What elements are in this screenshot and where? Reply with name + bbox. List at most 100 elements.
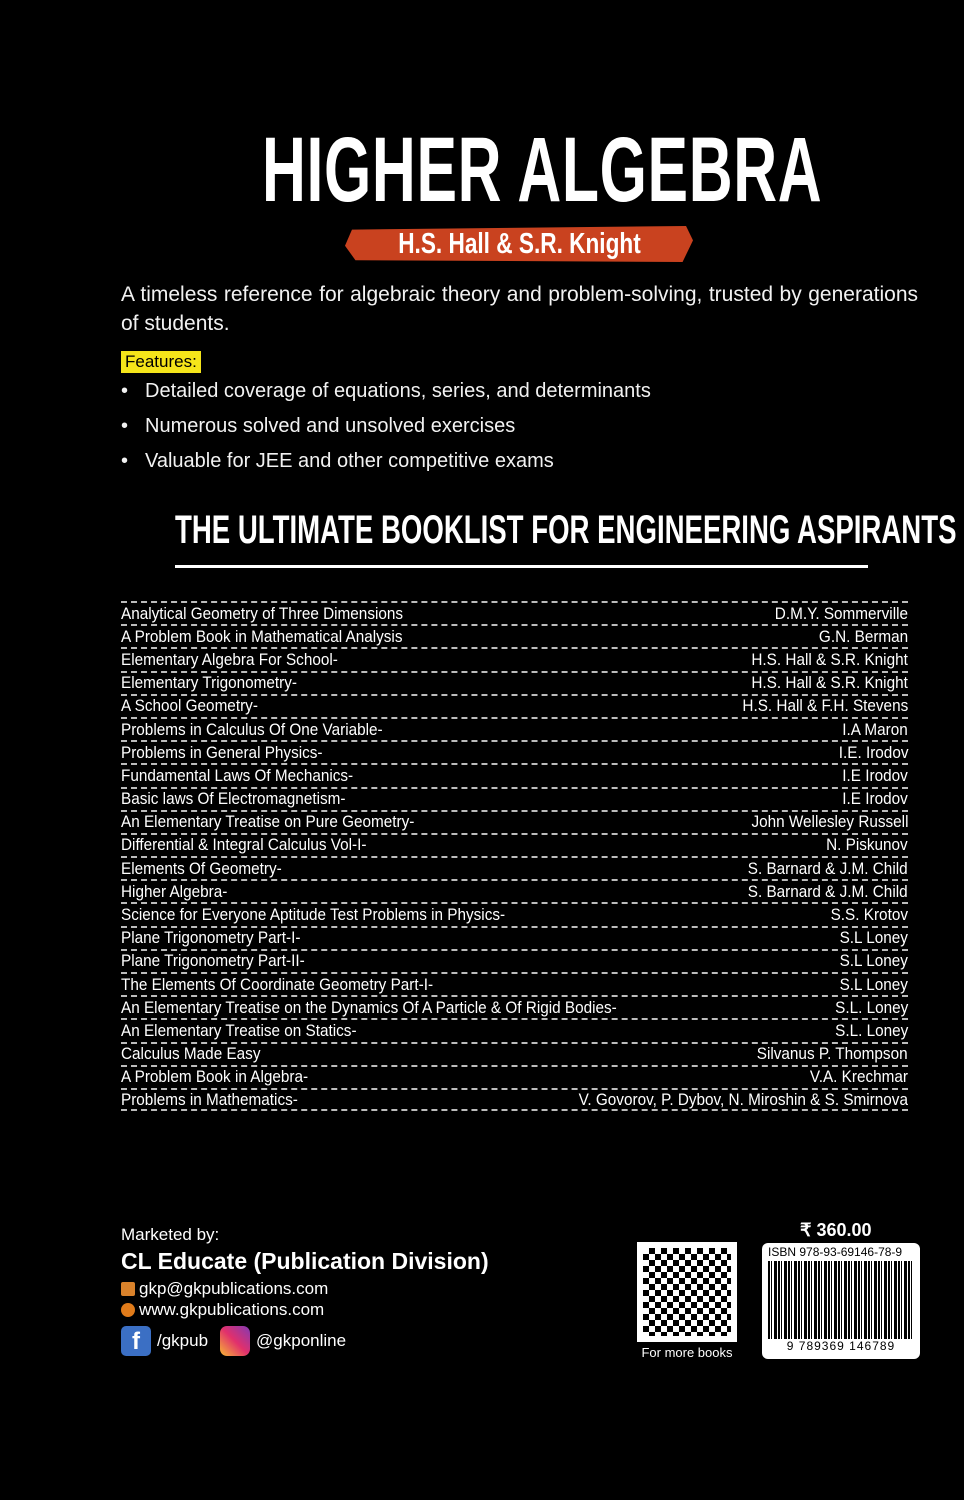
book-title: Elementary Algebra For School- [121,649,338,669]
author: H.S. Hall & S.R. Knight [345,226,693,262]
isbn-barcode: ISBN 978-93-69146-78-9 9 789369 146789 [762,1243,920,1359]
book-row: Higher Algebra- S. Barnard & J.M. Child [121,879,908,902]
book-title: Science for Everyone Aptitude Test Probl… [121,905,506,925]
company-name: CL Educate (Publication Division) [121,1248,489,1274]
book-title: An Elementary Treatise on Statics- [121,1020,357,1040]
booklist-underline [175,565,868,568]
book-row: Problems in Calculus Of One Variable- I.A… [121,716,908,740]
email: gkp@gkpublications.com [139,1279,329,1298]
book-row: Problems in Mathematics- V. Govorov, P. D… [121,1087,908,1112]
instagram-icon [220,1326,251,1356]
book-title: The Elements Of Coordinate Geometry Part… [121,974,434,994]
website-row: www.gkpublications.com [121,1300,324,1320]
book-title: An Elementary Treatise on the Dynamics O… [121,997,617,1017]
book-row: Plane Trigonometry Part-I- S.L Loney [121,925,908,949]
price: ₹ 360.00 [800,1220,872,1240]
book-row: An Elementary Treatise on Statics- S.L. L… [121,1018,908,1041]
book-title: Plane Trigonometry Part-I- [121,928,301,948]
book-title: Problems in General Physics- [121,742,323,762]
social-row: f /gkpub @gkponline [121,1326,346,1356]
book-title: A School Geometry- [121,696,258,716]
book-title: Basic laws Of Electromagnetism- [121,789,346,809]
book-title: Fundamental Laws Of Mechanics- [121,765,354,785]
book-title: A Problem Book in Algebra- [121,1067,309,1087]
booklist: Analytical Geometry of Three Dimensions D… [121,601,908,1112]
feature-item: • Detailed coverage of equations, series,… [121,380,651,402]
facebook-handle: /gkpub [157,1331,209,1350]
book-author: S.L. Loney [834,997,908,1017]
book-author: V.A. Krechmar [809,1067,908,1087]
book-author: I.E Irodov [842,789,908,809]
book-author: I.E. Irodov [838,742,908,762]
book-row: A Problem Book in Algebra- V.A. Krechmar [121,1064,908,1088]
facebook-icon: f [121,1326,151,1356]
book-title: Analytical Geometry of Three Dimensions [121,603,404,623]
book-row: Elementary Algebra For School- H.S. Hall … [121,647,908,670]
book-row: The Elements Of Coordinate Geometry Part… [121,972,908,995]
qr-code [637,1242,737,1342]
book-author: I.E Irodov [842,765,908,785]
book-title: Elementary Trigonometry- [121,673,298,693]
book-row: Elements Of Geometry- S. Barnard & J.M. C… [121,856,908,879]
book-title: Problems in Calculus Of One Variable- [121,719,383,739]
book-author: S. Barnard & J.M. Child [748,881,908,901]
website: www.gkpublications.com [139,1300,325,1319]
book-row: Differential & Integral Calculus Vol-I- N… [121,832,908,856]
book-author: H.S. Hall & F.H. Stevens [742,696,908,716]
book-title: Differential & Integral Calculus Vol-I- [121,835,367,855]
book-title: HIGHER ALGEBRA [262,119,823,221]
book-author: S.S. Krotov [830,905,908,925]
book-author: Silvanus P. Thompson [757,1044,908,1064]
book-author: D.M.Y. Sommerville [774,603,908,623]
feature-item: • Numerous solved and unsolved exercises [121,415,516,437]
author-banner [345,226,693,262]
book-title: Elements Of Geometry- [121,858,282,878]
book-author: G.N. Berman [818,626,908,646]
book-row: A Problem Book in Mathematical Analysis G… [121,624,908,647]
book-row: Problems in General Physics- I.E. Irodov [121,740,908,763]
description: A timeless reference for algebraic theor… [121,283,918,335]
book-row: Elementary Trigonometry- H.S. Hall & S.R.… [121,670,908,694]
book-row: An Elementary Treatise on Pure Geometry-… [121,809,908,833]
book-author: I.A Maron [842,719,908,739]
book-row: A School Geometry- H.S. Hall & F.H. Steve… [121,693,908,717]
feature-item: • Valuable for JEE and other competitive … [121,450,554,472]
book-author: S.L Loney [839,928,908,948]
book-author: S.L. Loney [834,1020,908,1040]
book-author: V. Govorov, P. Dybov, N. Miroshin & S. S… [578,1089,908,1109]
book-row: Fundamental Laws Of Mechanics- I.E Irodov [121,763,908,786]
book-row: Analytical Geometry of Three Dimensions D… [121,601,908,624]
book-row: Plane Trigonometry Part-II- S.L Loney [121,948,908,972]
book-author: John Wellesley Russell [750,812,908,832]
book-row: Calculus Made Easy Silvanus P. Thompson [121,1041,908,1065]
feature-text: Numerous solved and unsolved exercises [145,415,516,437]
barcode-bars [768,1261,914,1339]
book-row: An Elementary Treatise on the Dynamics O… [121,995,908,1018]
book-title: Problems in Mathematics- [121,1089,298,1109]
book-title: Calculus Made Easy [121,1044,261,1064]
book-title: An Elementary Treatise on Pure Geometry- [121,812,415,832]
book-title: A Problem Book in Mathematical Analysis [121,626,403,646]
book-title: Higher Algebra- [121,881,228,901]
book-author: S.L Loney [839,951,908,971]
book-author: H.S. Hall & S.R. Knight [751,673,908,693]
email-row: gkp@gkpublications.com [121,1279,328,1299]
isbn-digits: 9 789369 146789 [786,1339,896,1353]
feature-text: Valuable for JEE and other competitive e… [145,450,554,472]
marketed-label: Marketed by: [121,1225,220,1244]
book-author: N. Piskunov [826,835,908,855]
instagram-handle: @gkponline [256,1331,347,1350]
book-title: Plane Trigonometry Part-II- [121,951,305,971]
features-label: Features: [121,351,201,373]
feature-text: Detailed coverage of equations, series, … [145,380,651,402]
book-row: Science for Everyone Aptitude Test Probl… [121,902,908,925]
author-text: H.S. Hall & S.R. Knight [397,228,641,260]
booklist-title: THE ULTIMATE BOOKLIST FOR ENGINEERING AS… [175,508,957,552]
book-row: Basic laws Of Electromagnetism- I.E Irodo… [121,786,908,810]
book-author: H.S. Hall & S.R. Knight [751,649,908,669]
qr-label: For more books [641,1345,733,1360]
book-author: S.L Loney [839,974,908,994]
book-author: S. Barnard & J.M. Child [748,858,908,878]
globe-icon [121,1303,135,1317]
isbn-label: ISBN 978-93-69146-78-9 [768,1245,903,1259]
